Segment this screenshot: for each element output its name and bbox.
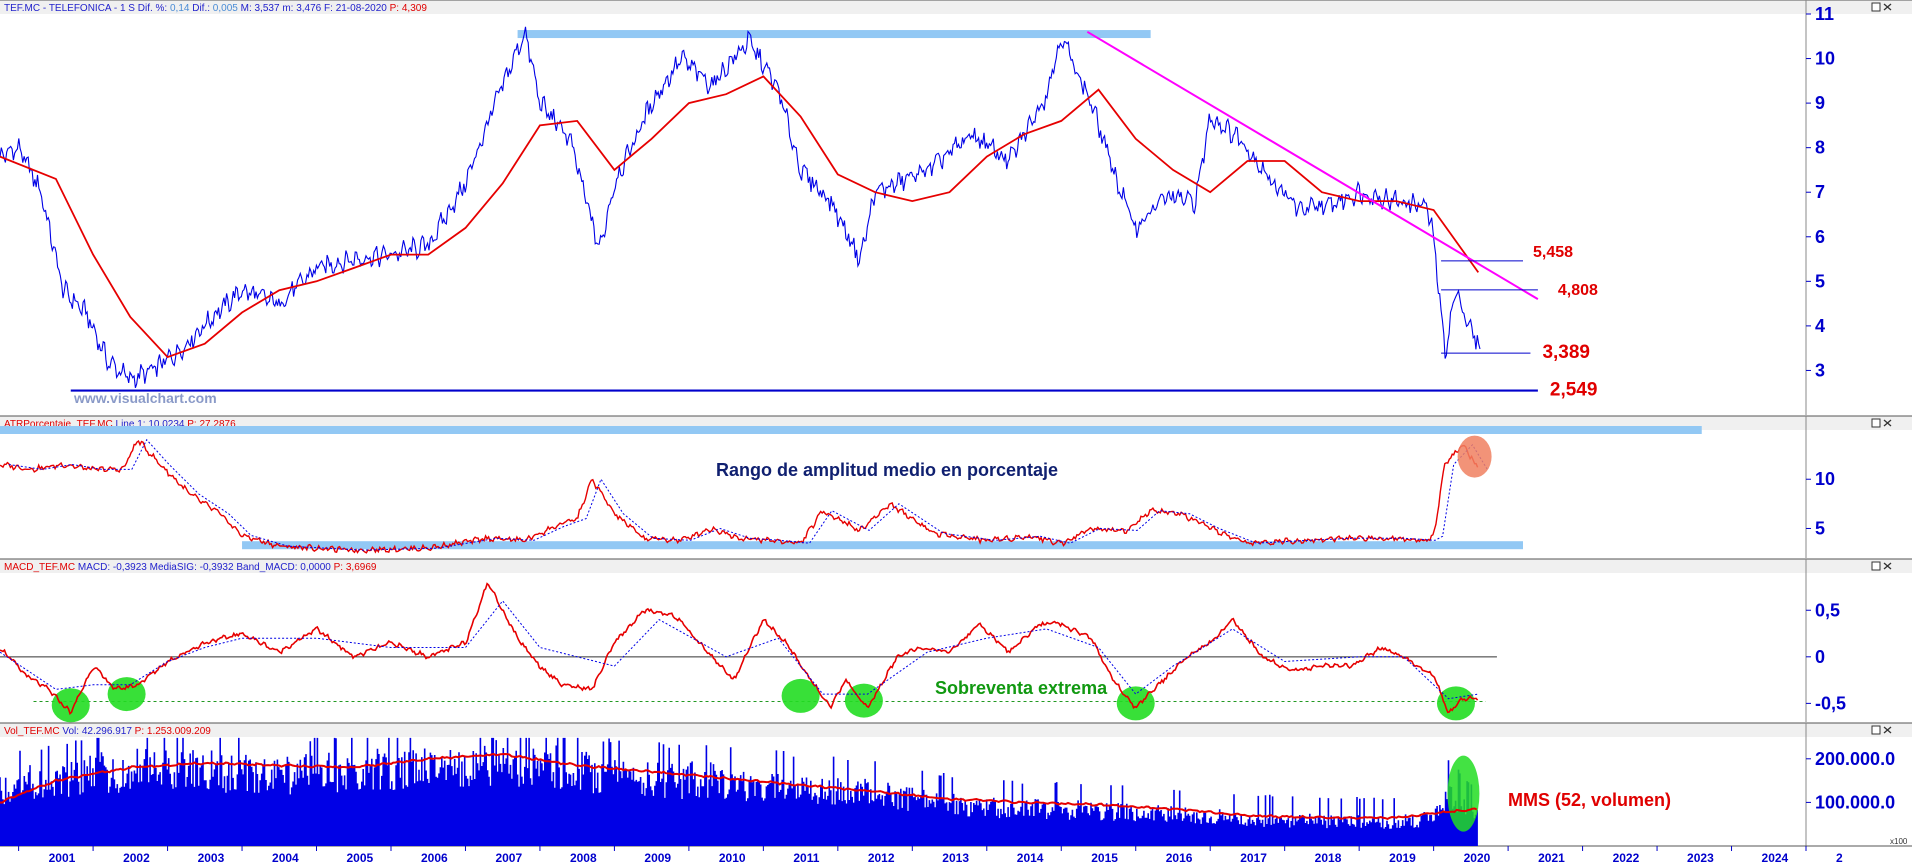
x-tick-label: 2014 [1017, 851, 1044, 865]
x-tick-label: 2015 [1091, 851, 1118, 865]
y-tick-label: 8 [1815, 138, 1825, 158]
level-label: 5,458 [1533, 244, 1573, 261]
x-tick-label: 2003 [198, 851, 225, 865]
x-tick-label: 2001 [49, 851, 76, 865]
y-tick-label: 0 [1815, 647, 1825, 667]
volume-annotation: MMS (52, volumen) [1508, 790, 1671, 810]
x-tick-label: 2020 [1464, 851, 1491, 865]
x-tick-label: 2016 [1166, 851, 1193, 865]
atr-signal-line [8, 438, 1488, 551]
y-tick-label: 3 [1815, 360, 1825, 380]
y-tick-label: 6 [1815, 227, 1825, 247]
x-tick-label: 2013 [942, 851, 969, 865]
y-tick-label: 7 [1815, 182, 1825, 202]
atr-panel-header: ATRPorcentaje_TEF.MC Line 1: 10,0234 P: … [4, 419, 236, 430]
close-icon[interactable] [1883, 562, 1892, 570]
price-highlight-band [517, 30, 1151, 39]
macd-annotation: Sobreventa extrema [935, 678, 1108, 698]
macd-signal-line [0, 600, 1479, 700]
x-tick-label: 2008 [570, 851, 597, 865]
x-tick-label: 2004 [272, 851, 299, 865]
x-tick-label: 2018 [1315, 851, 1342, 865]
level-label: 4,808 [1558, 282, 1598, 299]
x-tick-label: 2012 [868, 851, 895, 865]
trend-line [1086, 30, 1539, 301]
x-tick-label: 2011 [793, 851, 819, 865]
level-label: 3,389 [1542, 342, 1590, 363]
x-tick-label: 2010 [719, 851, 746, 865]
maximize-icon[interactable] [1871, 561, 1881, 571]
x-tick-label: 2 [1836, 851, 1843, 865]
macd-line [0, 582, 1479, 716]
y-tick-label: 100.000.0 [1815, 792, 1895, 812]
volume-bars [0, 737, 1478, 846]
y-tick-label: 0,5 [1815, 600, 1840, 620]
close-icon[interactable] [1883, 726, 1892, 734]
close-icon[interactable] [1883, 419, 1892, 427]
price-panel-header: TEF.MC - TELEFONICA - 1 S Dif. %: 0,14 D… [4, 3, 427, 14]
x-tick-label: 2006 [421, 851, 448, 865]
y-tick-label: 9 [1815, 93, 1825, 113]
x-tick-label: 2009 [644, 851, 671, 865]
x-tick-label: 2007 [495, 851, 522, 865]
panel-header-bar [0, 723, 1912, 737]
oversold-marker [1116, 686, 1155, 721]
atr-peak-highlight [1457, 435, 1492, 478]
y-tick-label: 5 [1815, 518, 1825, 538]
price-series-line [0, 26, 1481, 388]
maximize-icon[interactable] [1871, 2, 1881, 12]
x-tick-label: 2019 [1389, 851, 1416, 865]
vol-panel-header: Vol_TEF.MC Vol: 42.296.917 P: 1.253.009.… [4, 726, 211, 737]
atr-annotation: Rango de amplitud medio en porcentaje [716, 460, 1058, 480]
x-tick-label: 2022 [1613, 851, 1640, 865]
y-tick-label: 5 [1815, 271, 1825, 291]
x-tick-label: 2017 [1240, 851, 1267, 865]
maximize-icon[interactable] [1871, 418, 1881, 428]
atr-series-line [0, 440, 1479, 554]
macd-panel-header: MACD_TEF.MC MACD: -0,3923 MediaSIG: -0,3… [4, 562, 377, 573]
x-tick-label: 2024 [1762, 851, 1789, 865]
volume-mms-line [0, 752, 1478, 820]
panel-header-bar [0, 559, 1912, 573]
close-icon[interactable] [1883, 3, 1892, 11]
panel-header-bar [0, 0, 1912, 14]
volume-spike-highlight [1447, 755, 1480, 832]
maximize-icon[interactable] [1871, 725, 1881, 735]
oversold-marker [51, 688, 90, 723]
y-tick-label: 10 [1815, 49, 1835, 69]
oversold-marker [844, 683, 883, 718]
atr-highlight-band [242, 541, 1523, 550]
level-label: 2,549 [1550, 380, 1598, 401]
y-tick-label: 200.000.0 [1815, 749, 1895, 769]
atr-highlight-band [0, 426, 1702, 434]
x-tick-label: 2021 [1538, 851, 1565, 865]
moving-average-line [0, 75, 1480, 359]
y-tick-label: 10 [1815, 469, 1835, 489]
y-tick-label: 4 [1815, 316, 1825, 336]
y-tick-label: 11 [1815, 4, 1834, 24]
y-tick-label: -0,5 [1815, 693, 1846, 713]
oversold-marker [1436, 686, 1475, 721]
oversold-marker [781, 678, 820, 713]
x-tick-label: 2005 [347, 851, 374, 865]
x-tick-label: 2002 [123, 851, 150, 865]
x-tick-label: 2023 [1687, 851, 1714, 865]
scale-tag: x100 [1890, 837, 1908, 846]
watermark: www.visualchart.com [73, 390, 217, 406]
